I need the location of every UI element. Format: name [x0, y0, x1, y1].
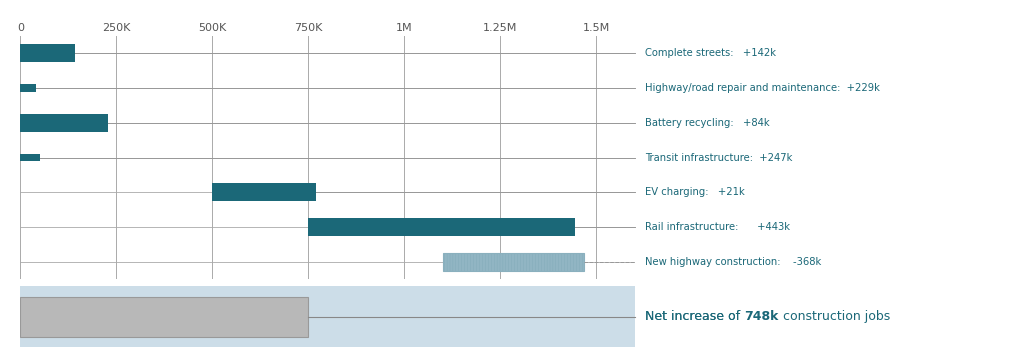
Bar	[20, 297, 308, 337]
Text: Net increase of: Net increase of	[645, 310, 744, 323]
Bar	[20, 114, 109, 132]
Bar	[20, 154, 40, 161]
Text: 748k: 748k	[744, 310, 778, 323]
Text: construction jobs: construction jobs	[778, 310, 890, 323]
Text: Rail infrastructure:      +443k: Rail infrastructure: +443k	[645, 222, 791, 232]
Text: Complete streets:   +142k: Complete streets: +142k	[645, 48, 776, 58]
Bar	[443, 253, 584, 271]
Text: Battery recycling:   +84k: Battery recycling: +84k	[645, 118, 770, 128]
Text: Highway/road repair and maintenance:  +229k: Highway/road repair and maintenance: +22…	[645, 83, 880, 93]
Bar	[20, 84, 36, 92]
Text: EV charging:   +21k: EV charging: +21k	[645, 187, 744, 197]
Bar	[213, 183, 316, 201]
Text: Transit infrastructure:  +247k: Transit infrastructure: +247k	[645, 153, 793, 163]
Text: Net increase of: Net increase of	[645, 310, 744, 323]
Bar	[20, 44, 75, 62]
Bar	[308, 218, 574, 236]
Text: New highway construction:    -368k: New highway construction: -368k	[645, 257, 821, 267]
